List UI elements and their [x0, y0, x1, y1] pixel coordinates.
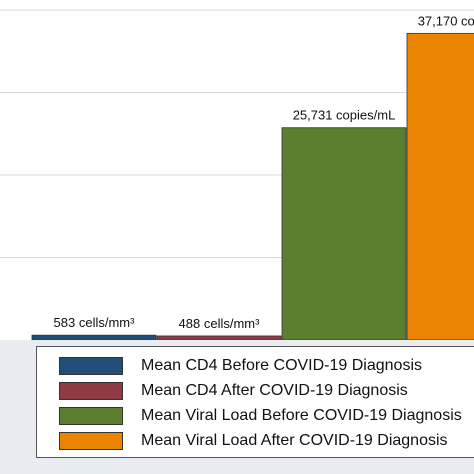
legend-item-viral-load-after: Mean Viral Load After COVID-19 Diagnosis: [59, 430, 448, 452]
bar-2: [281, 127, 407, 340]
legend-swatch: [59, 407, 123, 425]
bar-3: [406, 32, 474, 340]
legend-item-cd4-before: Mean CD4 Before COVID-19 Diagnosis: [59, 355, 422, 377]
bar-1: [156, 335, 282, 340]
data-label-2: 25,731 copies/mL: [293, 108, 396, 123]
legend-label: Mean CD4 After COVID-19 Diagnosis: [141, 382, 408, 399]
data-label-3: 37,170 copies/mL: [418, 13, 474, 28]
data-label-1: 488 cells/mm³: [179, 316, 261, 331]
data-labels: 583 cells/mm³ 488 cells/mm³ 25,731 copies/…: [54, 13, 474, 331]
legend-swatch: [59, 357, 123, 375]
legend-item-viral-load-before: Mean Viral Load Before COVID-19 Diagnosi…: [59, 405, 462, 427]
data-label-0: 583 cells/mm³: [54, 315, 136, 330]
bars: [31, 32, 474, 340]
legend-label: Mean Viral Load Before COVID-19 Diagnosi…: [141, 407, 462, 424]
legend: Mean CD4 Before COVID-19 Diagnosis Mean …: [36, 346, 474, 458]
legend-item-cd4-after: Mean CD4 After COVID-19 Diagnosis: [59, 380, 408, 402]
legend-swatch: [59, 382, 123, 400]
legend-swatch: [59, 432, 123, 450]
bar-chart: 583 cells/mm³ 488 cells/mm³ 25,731 copies/…: [0, 0, 474, 340]
bar-0: [31, 334, 157, 340]
legend-label: Mean CD4 Before COVID-19 Diagnosis: [141, 357, 423, 374]
legend-label: Mean Viral Load After COVID-19 Diagnosis: [141, 432, 448, 449]
